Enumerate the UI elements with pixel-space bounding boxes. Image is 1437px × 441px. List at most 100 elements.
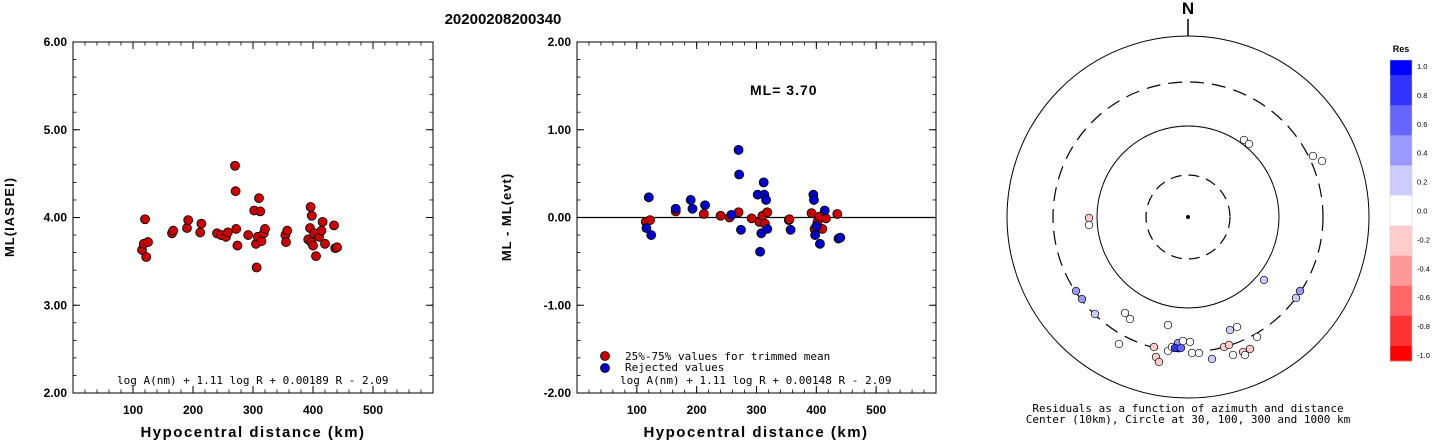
legend-label-trimmed: 25%-75% values for trimmed mean [625, 350, 830, 363]
data-point [168, 225, 179, 236]
colorbar-cells [1389, 59, 1413, 362]
rejected-point [670, 203, 681, 214]
colorbar-cell [1390, 240, 1412, 257]
data-point [311, 251, 321, 262]
data-points [640, 145, 846, 257]
x-tick-label: 500 [866, 403, 886, 417]
colorbar-title: Res [1393, 44, 1410, 54]
colorbar-cell [1390, 270, 1412, 287]
colorbar-ticks: 1.0 0.8 0.6 0.4 0.2 0.0 -0.2 -0.4 -0.6 -0.8 -1.0 [1417, 62, 1430, 360]
station-marker [1308, 151, 1318, 161]
rejected-point [809, 195, 819, 205]
trimmed-mean-point [762, 207, 773, 218]
x-tick-label: 400 [806, 403, 826, 417]
data-point [183, 215, 194, 226]
axis-ticks: 100 200 300 400 500 2.00 3.00 4.00 5.00 6.00 [44, 35, 434, 417]
station-marker [1207, 354, 1217, 364]
station-marker [1149, 342, 1159, 352]
data-point [320, 238, 330, 249]
data-point [230, 160, 240, 171]
rejected-point [758, 177, 769, 188]
figure-title: 20200208200340 [445, 11, 562, 28]
ml-residual-chart: 100 200 300 400 500 -2.00 -1.00 0.00 1.00 2.00 ML… [499, 35, 937, 441]
colorbar-cell [1390, 330, 1412, 347]
colorbar-tick-label: -0.6 [1417, 293, 1430, 302]
colorbar-cell [1390, 135, 1412, 151]
station-marker [1228, 350, 1238, 360]
x-tick-label: 300 [746, 403, 766, 417]
station-marker [1224, 340, 1234, 350]
station-marker [1125, 314, 1135, 324]
y-tick-label: 5.00 [44, 123, 68, 137]
colorbar-cell [1390, 150, 1412, 166]
rejected-point [643, 192, 654, 203]
station-marker [1120, 308, 1130, 318]
trimmed-mean-point [784, 214, 795, 225]
station-marker [1154, 357, 1164, 367]
x-tick-label: 500 [363, 403, 383, 417]
x-tick-label: 200 [687, 403, 707, 417]
y-tick-label: 2.00 [44, 386, 68, 400]
station-marker [1232, 322, 1242, 332]
data-point [143, 237, 153, 247]
rejected-point [685, 195, 696, 205]
x-axis-label: Hypocentral distance (km) [643, 424, 868, 441]
colorbar-cell [1390, 90, 1412, 106]
station-marker [1185, 337, 1195, 347]
colorbar-tick-label: 0.6 [1417, 120, 1427, 129]
plot-frame [72, 41, 434, 394]
colorbar-cell [1390, 180, 1412, 196]
station-marker [1240, 350, 1250, 360]
colorbar-cell [1390, 255, 1412, 272]
rejected-point [819, 205, 830, 216]
rejected-point [687, 203, 698, 214]
rejected-point [811, 221, 822, 232]
y-tick-label: 1.00 [548, 123, 572, 137]
colorbar-tick-label: 0.0 [1417, 207, 1427, 216]
data-points [137, 160, 342, 273]
rejected-point [726, 209, 737, 220]
data-point [260, 224, 270, 234]
legend-label-rejected: Rejected values [625, 361, 724, 374]
station-marker [1090, 309, 1100, 319]
y-axis-label: ML - ML(evt) [499, 173, 514, 261]
colorbar-cell [1390, 60, 1412, 76]
formula-label: log A(nm) + 1.11 log R + 0.00189 R - 2.0… [117, 374, 389, 387]
formula-label: log A(nm) + 1.11 log R + 0.00148 R - 2.0… [620, 374, 892, 387]
rejected-point [762, 224, 773, 234]
rejected-point [733, 145, 744, 155]
colorbar-cell [1390, 225, 1412, 242]
data-point [141, 252, 152, 262]
ring-100km [1096, 125, 1280, 309]
colorbar-cell [1390, 300, 1412, 317]
station-marker [1071, 286, 1081, 296]
rejected-point [755, 246, 765, 257]
data-point [243, 230, 254, 240]
colorbar-tick-label: 0.8 [1417, 91, 1427, 100]
y-tick-label: 6.00 [44, 35, 68, 49]
data-point [232, 240, 243, 251]
data-point [281, 237, 291, 247]
station-residuals [1071, 135, 1327, 367]
colorbar-cell [1390, 105, 1412, 121]
data-point [222, 227, 233, 238]
y-tick-label: 0.00 [548, 211, 572, 225]
colorbar-cell [1390, 120, 1412, 136]
center-point [1186, 215, 1190, 219]
colorbar-cell [1390, 285, 1412, 302]
station-marker [1194, 348, 1204, 358]
colorbar-tick-label: -0.2 [1417, 235, 1430, 244]
residual-colorbar: Res 1.0 0.8 0.6 0.4 0.2 0.0 -0.2 -0.4 -0.6 -0.8 -1… [1389, 44, 1430, 362]
caption-line-1: Residuals as a function of azimuth and d… [1032, 402, 1343, 415]
data-point [317, 216, 328, 227]
station-marker [1245, 344, 1255, 354]
colorbar-tick-label: -1.0 [1417, 351, 1430, 360]
data-point [140, 214, 150, 225]
y-axis-label: ML(IASPEI) [2, 177, 17, 257]
data-point [195, 227, 206, 238]
station-marker [1163, 320, 1173, 330]
data-point [254, 193, 264, 204]
station-marker [1077, 294, 1087, 304]
y-tick-label: -2.00 [544, 386, 572, 400]
x-axis-label: Hypocentral distance (km) [140, 424, 365, 441]
